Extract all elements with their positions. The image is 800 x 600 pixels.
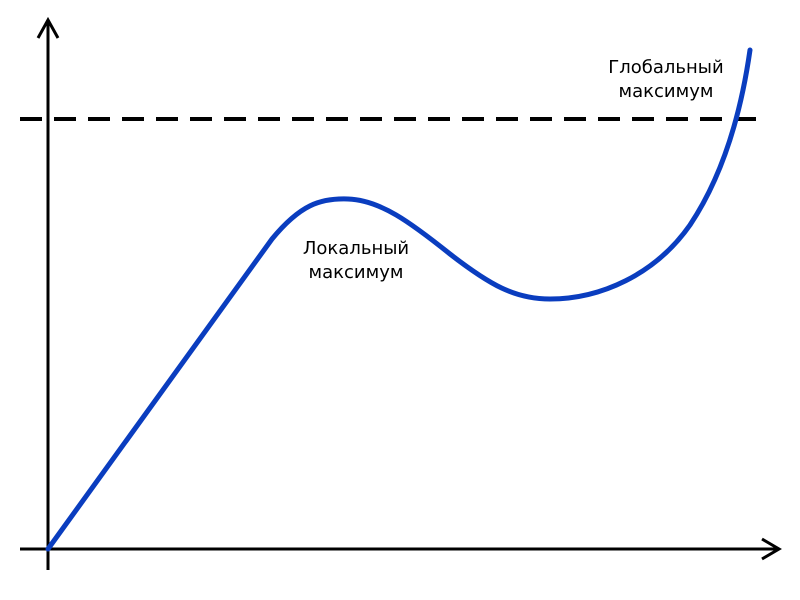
local-maximum-label-line1: Локальный	[303, 238, 409, 259]
global-maximum-label-line2: максимум	[619, 81, 714, 102]
function-curve	[45, 47, 753, 552]
global-maximum-label-line1: Глобальный	[608, 57, 723, 78]
y-axis-arrowhead	[36, 16, 60, 39]
local-maximum-label-line2: максимум	[309, 262, 404, 283]
x-axis-arrowhead	[761, 537, 782, 561]
